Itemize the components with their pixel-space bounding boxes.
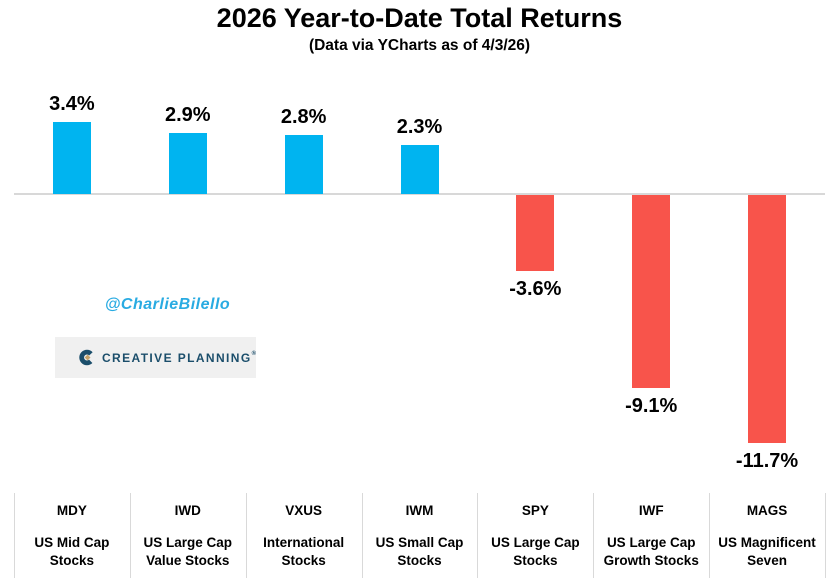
category-description: US Mid Cap Stocks <box>34 535 110 568</box>
category-description: US Large Cap Stocks <box>491 535 580 568</box>
category-IWF: IWF US Large Cap Growth Stocks <box>593 493 709 578</box>
category-ticker: IWM <box>405 503 434 518</box>
category-divider <box>14 493 15 578</box>
creative-planning-c-icon <box>79 349 95 366</box>
bar-VXUS <box>284 135 323 194</box>
category-ticker: VXUS <box>285 503 322 518</box>
category-IWD: IWD US Large Cap Value Stocks <box>130 493 246 578</box>
category-description: US Small Cap Stocks <box>375 535 464 568</box>
category-ticker: MDY <box>56 503 87 518</box>
registered-trademark-mark: ® <box>251 350 256 357</box>
category-IWM: IWM US Small Cap Stocks <box>362 493 478 578</box>
category-ticker: MAGS <box>746 503 788 518</box>
bar-SPY <box>516 195 555 271</box>
value-label-MAGS: -11.7% <box>735 450 799 472</box>
category-SPY: SPY US Large Cap Stocks <box>477 493 593 578</box>
value-label-IWF: -9.1% <box>625 395 678 417</box>
watermark-handle: @CharlieBilello <box>104 296 231 313</box>
category-divider <box>709 493 710 578</box>
chart-title: 2026 Year-to-Date Total Returns <box>216 3 623 33</box>
chart-subtitle: (Data via YCharts as of 4/3/26) <box>308 37 531 54</box>
category-description: US Magnificent Seven <box>718 535 816 568</box>
creative-planning-wordmark: CREATIVE PLANNING® <box>101 350 256 365</box>
category-ticker: SPY <box>521 503 549 518</box>
bar-IWM <box>400 145 439 194</box>
category-divider <box>246 493 247 578</box>
category-description: US Large Cap Value Stocks <box>143 535 233 568</box>
category-description: International Stocks <box>263 535 345 568</box>
category-MDY: MDY US Mid Cap Stocks <box>14 493 130 578</box>
value-label-IWM: 2.3% <box>396 116 443 138</box>
value-label-SPY: -3.6% <box>509 278 562 300</box>
category-divider <box>362 493 363 578</box>
value-label-VXUS: 2.8% <box>280 106 327 128</box>
bar-IWD <box>168 133 207 194</box>
category-description: US Large Cap Growth Stocks <box>603 535 699 568</box>
category-divider <box>593 493 594 578</box>
value-label-MDY: 3.4% <box>49 93 95 115</box>
category-ticker: IWD <box>174 503 201 518</box>
category-divider <box>477 493 478 578</box>
category-ticker: IWF <box>638 503 664 518</box>
value-label-IWD: 2.9% <box>164 104 211 126</box>
bar-IWF <box>632 195 671 388</box>
category-MAGS: MAGS US Magnificent Seven <box>709 493 825 578</box>
category-divider <box>130 493 131 578</box>
category-divider <box>825 493 826 578</box>
category-VXUS: VXUS International Stocks <box>246 493 362 578</box>
creative-planning-logo: CREATIVE PLANNING® <box>55 337 256 378</box>
zero-axis-line <box>14 193 825 195</box>
bar-MDY <box>52 122 91 194</box>
bar-MAGS <box>748 195 787 443</box>
